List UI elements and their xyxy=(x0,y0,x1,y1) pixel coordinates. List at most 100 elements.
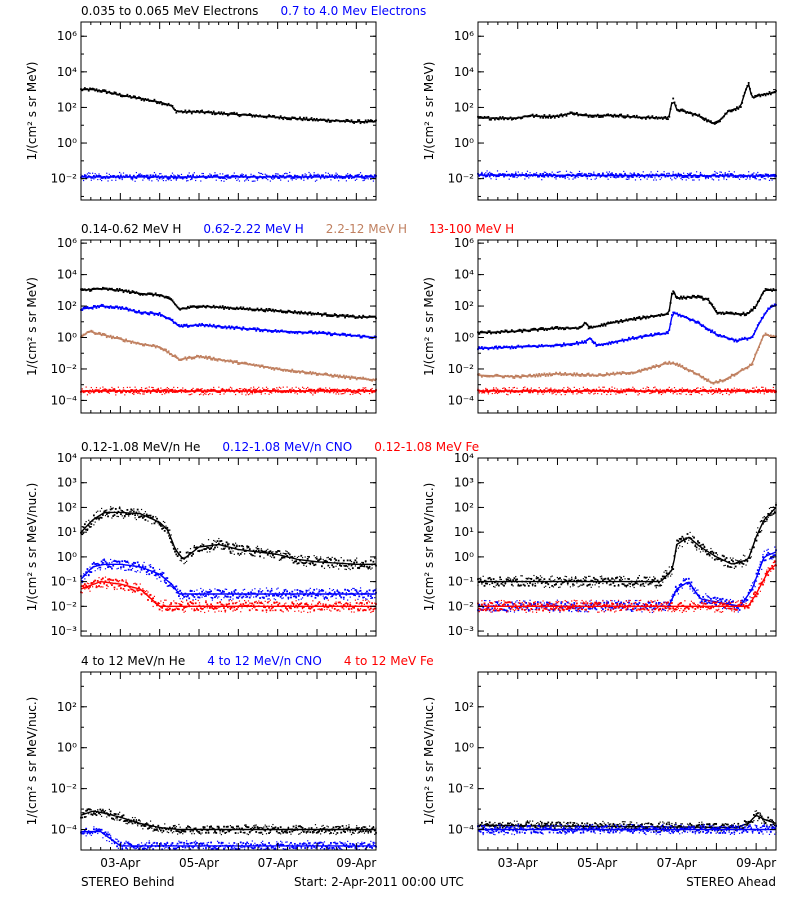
data-point xyxy=(149,311,152,313)
data-point xyxy=(159,314,162,317)
data-point xyxy=(668,386,670,388)
data-point xyxy=(232,112,234,115)
data-point xyxy=(101,562,104,564)
data-point xyxy=(161,527,164,530)
data-point xyxy=(99,569,101,571)
data-point xyxy=(668,360,671,363)
data-point xyxy=(490,178,492,180)
data-point xyxy=(581,372,584,375)
data-point xyxy=(559,371,561,374)
data-point xyxy=(224,595,227,597)
data-point xyxy=(640,179,642,181)
data-point xyxy=(677,173,680,176)
data-point xyxy=(272,114,274,117)
data-point xyxy=(336,391,339,394)
data-point xyxy=(769,174,772,177)
data-point xyxy=(698,113,701,116)
data-point xyxy=(271,556,273,558)
data-point xyxy=(722,393,724,396)
data-point xyxy=(157,573,160,576)
data-point xyxy=(187,305,189,308)
data-point xyxy=(177,588,179,590)
data-point xyxy=(337,389,340,392)
data-point xyxy=(691,175,694,178)
data-point xyxy=(637,394,639,396)
data-point xyxy=(300,178,302,180)
data-point xyxy=(554,388,556,390)
data-point xyxy=(343,392,345,395)
data-point xyxy=(249,552,251,555)
data-point xyxy=(211,546,213,548)
data-point xyxy=(207,594,210,596)
data-point xyxy=(289,171,291,174)
data-point xyxy=(508,386,510,389)
data-point xyxy=(641,391,643,393)
data-point xyxy=(521,116,524,119)
data-point xyxy=(288,310,291,312)
data-point xyxy=(133,393,135,396)
data-point xyxy=(145,391,148,393)
data-point xyxy=(286,311,289,314)
data-point xyxy=(556,175,559,178)
data-point xyxy=(223,177,225,179)
data-point xyxy=(336,388,338,390)
data-point xyxy=(276,551,278,553)
data-point xyxy=(274,329,277,331)
data-point xyxy=(310,392,313,394)
data-point xyxy=(654,386,656,388)
data-point xyxy=(184,391,186,393)
data-point xyxy=(754,176,757,179)
data-point xyxy=(272,308,274,311)
data-point xyxy=(180,324,183,327)
data-point xyxy=(497,345,500,348)
data-point xyxy=(760,176,763,179)
data-point xyxy=(261,596,264,599)
data-point xyxy=(744,388,746,390)
data-point xyxy=(478,373,481,375)
data-point xyxy=(217,589,220,592)
data-point xyxy=(329,387,331,389)
data-point xyxy=(265,595,268,598)
data-point xyxy=(265,389,268,391)
data-point xyxy=(165,582,167,584)
data-point xyxy=(568,387,570,390)
data-point xyxy=(229,550,232,553)
data-point xyxy=(358,315,361,317)
data-point xyxy=(105,562,108,565)
data-point xyxy=(210,546,212,549)
data-point xyxy=(327,172,329,174)
data-point xyxy=(193,590,195,592)
data-point xyxy=(139,173,141,175)
data-point xyxy=(292,371,295,373)
data-point xyxy=(226,114,229,117)
data-point xyxy=(689,393,691,396)
data-point xyxy=(184,109,187,112)
data-point xyxy=(90,176,93,179)
series-marks xyxy=(477,170,777,181)
series-title: 0.12-1.08 MeV/n He xyxy=(81,440,200,454)
data-point xyxy=(707,378,710,381)
data-point xyxy=(317,559,319,562)
data-point xyxy=(526,170,529,172)
data-point xyxy=(129,510,131,513)
data-point xyxy=(494,345,496,348)
data-point xyxy=(319,388,322,391)
data-point xyxy=(217,391,220,393)
data-point xyxy=(651,176,653,178)
data-point xyxy=(289,591,291,594)
series-marks xyxy=(80,558,377,601)
data-point xyxy=(555,178,557,180)
data-point xyxy=(363,334,366,337)
data-point xyxy=(144,565,147,568)
data-point xyxy=(503,345,505,348)
data-point xyxy=(357,566,359,569)
data-point xyxy=(200,393,202,395)
data-point xyxy=(727,176,729,178)
data-point xyxy=(135,388,137,391)
series-trace xyxy=(80,330,377,381)
data-point xyxy=(139,389,142,391)
data-point xyxy=(665,118,668,120)
data-point xyxy=(287,180,290,182)
data-point xyxy=(286,590,289,593)
data-point xyxy=(347,173,349,175)
